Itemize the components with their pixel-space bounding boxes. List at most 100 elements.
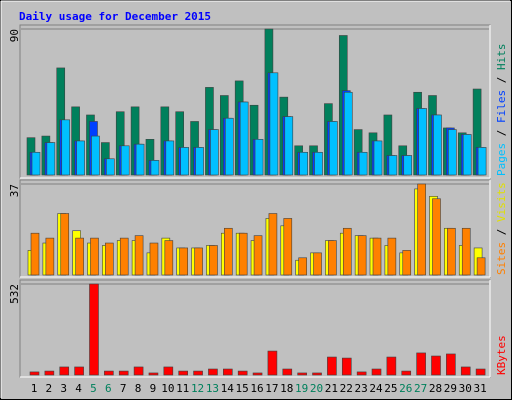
x-tick-label: 11 (176, 382, 189, 395)
bar (46, 142, 56, 176)
bar (106, 158, 115, 176)
bar (224, 227, 233, 276)
bar (432, 198, 441, 276)
legend-entry: Visits (495, 182, 508, 222)
bar (417, 183, 426, 276)
legend-separator: / (495, 123, 508, 143)
bar (371, 368, 382, 376)
chart-title: Daily usage for December 2015 (19, 10, 211, 23)
x-tick-label: 18 (280, 382, 293, 395)
x-tick-label: 10 (161, 382, 174, 395)
bar (462, 134, 472, 176)
bar (210, 129, 219, 176)
bar (31, 151, 41, 176)
x-tick-label: 6 (105, 382, 112, 395)
bar (357, 235, 367, 276)
bar (475, 368, 486, 376)
x-tick-label: 29 (444, 382, 457, 395)
bar (341, 357, 352, 376)
bar (446, 353, 456, 376)
bar (209, 245, 218, 276)
legend-entry: Sites (495, 242, 508, 275)
bar (193, 370, 203, 376)
bar (268, 213, 278, 276)
bar (119, 237, 129, 276)
bar (386, 356, 397, 376)
x-tick-label: 3 (60, 382, 67, 395)
x-tick-label: 25 (384, 382, 397, 395)
bar (105, 242, 114, 276)
x-tick-label: 2 (46, 382, 53, 395)
x-tick-label: 27 (414, 382, 427, 395)
x-tick-label: 4 (75, 382, 82, 395)
bar (135, 143, 145, 176)
bar (329, 121, 338, 176)
bar (238, 232, 248, 276)
y-tick-label: 532 (8, 284, 21, 304)
bar (120, 145, 130, 176)
bar (180, 147, 189, 176)
x-tick-label: 20 (310, 382, 323, 395)
bar (195, 147, 204, 176)
bar (237, 370, 248, 376)
legend-separator: / (495, 222, 508, 242)
bar (208, 368, 218, 376)
x-tick-label: 1 (31, 382, 38, 395)
x-tick-label: 30 (459, 382, 472, 395)
bar (239, 101, 249, 176)
bar (418, 108, 427, 176)
bar (283, 218, 293, 276)
bar (433, 114, 442, 176)
bar (89, 283, 99, 376)
bar (163, 366, 174, 376)
bar (29, 371, 40, 376)
bar (269, 72, 279, 176)
x-tick-label: 7 (120, 382, 127, 395)
legend-entry: Files (495, 90, 508, 123)
bar (299, 151, 308, 176)
bar (165, 140, 175, 176)
bar (75, 237, 84, 276)
bar (476, 257, 486, 276)
bar (59, 366, 70, 376)
bar (372, 237, 382, 276)
bar (225, 117, 234, 176)
bar (74, 366, 84, 376)
bar (149, 242, 159, 276)
bar (314, 151, 323, 176)
bar (76, 140, 85, 176)
bar (388, 155, 398, 176)
bar (313, 252, 322, 276)
x-tick-label: 16 (250, 382, 263, 395)
bar (253, 235, 263, 276)
bar (252, 372, 263, 376)
bar (178, 370, 188, 376)
bar (387, 237, 397, 276)
x-tick-label: 31 (473, 382, 486, 395)
bar (356, 371, 367, 376)
legend-separator: / (495, 70, 508, 90)
bar (134, 235, 144, 276)
bar (343, 91, 353, 176)
bar (373, 140, 383, 176)
x-tick-label: 21 (325, 382, 338, 395)
x-tick-label: 17 (265, 382, 278, 395)
bar (461, 227, 471, 276)
bar (223, 368, 233, 376)
bar (401, 370, 412, 376)
bar (298, 257, 307, 276)
bar (30, 232, 40, 276)
bar (328, 240, 337, 276)
x-tick-label: 14 (221, 382, 235, 395)
bar (297, 372, 307, 376)
x-tick-label: 8 (135, 382, 142, 395)
bar (358, 151, 368, 176)
x-tick-label: 5 (90, 382, 97, 395)
bar (45, 237, 55, 276)
bar (402, 250, 412, 276)
bar (282, 368, 293, 376)
bar (91, 135, 100, 176)
bar (431, 355, 441, 376)
bar (164, 240, 174, 276)
